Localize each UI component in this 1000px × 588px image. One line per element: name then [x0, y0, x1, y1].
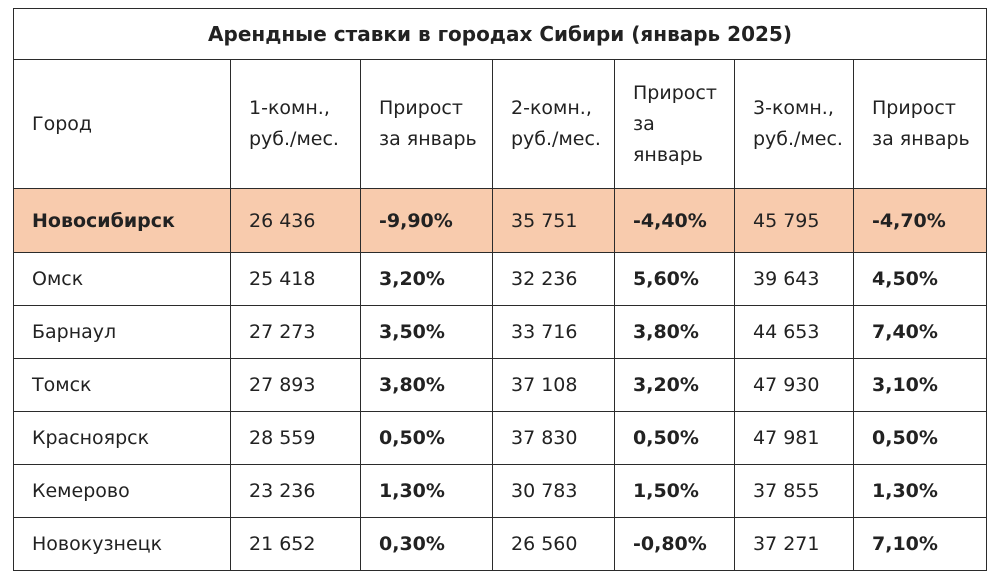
table-row: Кемерово 23 236 1,30% 30 783 1,50% 37 85…	[13, 464, 987, 518]
cell-city: Красноярск	[13, 411, 231, 465]
header-line: 2-комн.,	[511, 97, 592, 119]
cell-2room-rent: 33 716	[492, 305, 615, 359]
cell-city: Барнаул	[13, 305, 231, 359]
header-line: руб./мес.	[249, 128, 339, 150]
table-row: Томск 27 893 3,80% 37 108 3,20% 47 930 3…	[13, 358, 987, 412]
cell-1room-rent: 27 273	[230, 305, 361, 359]
cell-1room-rent: 25 418	[230, 252, 361, 306]
cell-3room-growth: 3,10%	[853, 358, 987, 412]
table-row: Красноярск 28 559 0,50% 37 830 0,50% 47 …	[13, 411, 987, 465]
cell-2room-growth: 0,50%	[614, 411, 735, 465]
cell-3room-growth: 7,10%	[853, 517, 987, 571]
cell-3room-growth: 1,30%	[853, 464, 987, 518]
header-line: Прирост	[633, 81, 717, 104]
header-2room-growth: Прирост за январь	[614, 59, 735, 189]
cell-1room-rent: 23 236	[230, 464, 361, 518]
header-3room-growth: Прирост за январь	[853, 59, 987, 189]
header-line: Прирост	[379, 97, 463, 119]
header-line: за январь	[379, 128, 477, 150]
cell-city: Новокузнецк	[13, 517, 231, 571]
cell-3room-rent: 44 653	[734, 305, 854, 359]
rent-table-container: Арендные ставки в городах Сибири (январь…	[13, 8, 987, 578]
cell-2room-rent: 26 560	[492, 517, 615, 571]
cell-3room-rent: 45 795	[734, 188, 854, 253]
header-line: руб./мес.	[511, 128, 601, 150]
cell-1room-growth: 0,30%	[360, 517, 493, 571]
cell-city: Омск	[13, 252, 231, 306]
cell-1room-rent: 27 893	[230, 358, 361, 412]
cell-2room-rent: 30 783	[492, 464, 615, 518]
cell-2room-growth: -4,40%	[614, 188, 735, 253]
cell-1room-rent: 21 652	[230, 517, 361, 571]
cell-city: Кемерово	[13, 464, 231, 518]
cell-2room-growth: 1,50%	[614, 464, 735, 518]
cell-2room-growth: 3,20%	[614, 358, 735, 412]
header-1room-growth: Прирост за январь	[360, 59, 493, 189]
cell-3room-rent: 47 981	[734, 411, 854, 465]
header-line: руб./мес.	[753, 128, 843, 150]
cell-city: Томск	[13, 358, 231, 412]
cell-3room-rent: 37 855	[734, 464, 854, 518]
cell-2room-growth: -0,80%	[614, 517, 735, 571]
header-1room-rent: 1-комн., руб./мес.	[230, 59, 361, 189]
cell-2room-rent: 37 108	[492, 358, 615, 412]
header-line: 1-комн.,	[249, 97, 330, 119]
cell-1room-rent: 26 436	[230, 188, 361, 253]
cell-1room-growth: 3,80%	[360, 358, 493, 412]
cell-3room-growth: 7,40%	[853, 305, 987, 359]
header-line: январь	[633, 143, 703, 166]
cell-1room-growth: 3,50%	[360, 305, 493, 359]
table-title-row: Арендные ставки в городах Сибири (январь…	[13, 8, 987, 60]
table-row: Новосибирск 26 436 -9,90% 35 751 -4,40% …	[13, 188, 987, 253]
cell-1room-growth: 3,20%	[360, 252, 493, 306]
table-row: Новокузнецк 21 652 0,30% 26 560 -0,80% 3…	[13, 517, 987, 571]
header-2room-rent: 2-комн., руб./мес.	[492, 59, 615, 189]
cell-1room-growth: -9,90%	[360, 188, 493, 253]
cell-1room-rent: 28 559	[230, 411, 361, 465]
table-row: Омск 25 418 3,20% 32 236 5,60% 39 643 4,…	[13, 252, 987, 306]
header-city: Город	[13, 59, 231, 189]
cell-3room-rent: 39 643	[734, 252, 854, 306]
cell-2room-rent: 32 236	[492, 252, 615, 306]
header-line: Прирост	[872, 97, 956, 119]
header-line: за январь	[872, 128, 970, 150]
cell-3room-rent: 37 271	[734, 517, 854, 571]
cell-3room-growth: 4,50%	[853, 252, 987, 306]
cell-2room-growth: 3,80%	[614, 305, 735, 359]
cell-3room-growth: -4,70%	[853, 188, 987, 253]
header-3room-rent: 3-комн., руб./мес.	[734, 59, 854, 189]
cell-2room-growth: 5,60%	[614, 252, 735, 306]
cell-1room-growth: 1,30%	[360, 464, 493, 518]
cell-3room-growth: 0,50%	[853, 411, 987, 465]
cell-1room-growth: 0,50%	[360, 411, 493, 465]
table-header-row: Город 1-комн., руб./мес. Прирост за январь…	[13, 59, 987, 189]
header-line: за	[633, 112, 655, 135]
header-line: Город	[32, 112, 93, 135]
rent-table: Арендные ставки в городах Сибири (январь…	[13, 8, 987, 571]
table-title: Арендные ставки в городах Сибири (январь…	[13, 8, 987, 60]
cell-city: Новосибирск	[13, 188, 231, 253]
cell-2room-rent: 35 751	[492, 188, 615, 253]
cell-2room-rent: 37 830	[492, 411, 615, 465]
header-line: 3-комн.,	[753, 97, 834, 119]
table-row: Барнаул 27 273 3,50% 33 716 3,80% 44 653…	[13, 305, 987, 359]
cell-3room-rent: 47 930	[734, 358, 854, 412]
